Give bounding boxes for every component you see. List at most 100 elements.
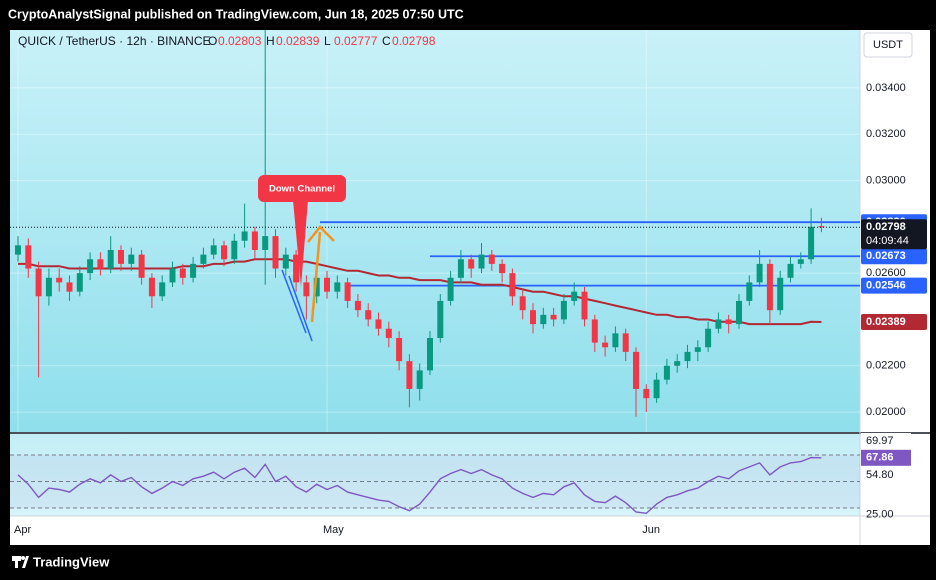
currency-box <box>863 32 913 58</box>
candle-body <box>736 300 742 325</box>
candle-body <box>385 328 392 338</box>
candle-body <box>210 245 217 255</box>
candle-body <box>272 236 279 269</box>
candle-body <box>550 314 557 320</box>
ohlc-value: 0.02803 <box>218 34 262 48</box>
candle-body <box>519 296 526 311</box>
price-pane <box>10 30 860 432</box>
candle-body <box>76 273 83 292</box>
candle-body <box>509 273 516 297</box>
candle-body <box>725 319 732 325</box>
candle-body <box>787 263 794 278</box>
price-plot <box>10 30 860 432</box>
candle-body <box>221 245 227 260</box>
candle-body <box>324 277 330 292</box>
y-tick-label: 0.03200 <box>866 128 906 140</box>
candle-body <box>313 277 320 297</box>
candle-body <box>715 319 722 329</box>
ohlc-letter: C <box>382 34 391 48</box>
candle-body <box>179 268 186 278</box>
candle-body <box>499 263 506 274</box>
ohlc-letter: L <box>324 34 331 48</box>
candle-body <box>15 245 21 255</box>
candle-body <box>612 333 619 348</box>
rsi-tag-label: 69.97 <box>866 435 894 447</box>
ohlc-letter: H <box>266 34 275 48</box>
candle-body <box>200 254 207 264</box>
price-tag-label: 0.02673 <box>866 250 906 262</box>
x-tick-label: Apr <box>14 524 31 536</box>
candle-body <box>97 259 104 269</box>
candle-body <box>406 361 413 389</box>
rsi-line <box>17 456 822 515</box>
candle-body <box>190 263 197 278</box>
candle-body <box>633 351 639 389</box>
ohlc-readout: O 0.02803 H 0.02839 L 0.02777 C 0.02798 <box>208 34 436 48</box>
candle-body <box>427 337 433 371</box>
rsi-tick-label: 25.00 <box>866 509 894 521</box>
candle-body <box>118 249 124 264</box>
candle-body <box>581 291 588 320</box>
candle-body <box>365 310 372 320</box>
rsi-tag <box>861 467 911 484</box>
candle-body <box>375 319 382 329</box>
symbol-title: QUICK / TetherUS · 12h · BINANCE <box>18 34 211 48</box>
candle-body <box>756 263 763 283</box>
y-tick-label: 0.02200 <box>866 360 906 372</box>
candle-body <box>468 259 475 269</box>
ohlc-value: 0.02777 <box>334 34 378 48</box>
candle-body <box>303 282 310 297</box>
candle-body <box>87 259 94 274</box>
candle-body <box>169 268 176 283</box>
countdown: 04:09:44 <box>866 235 909 247</box>
candle-body <box>705 328 712 348</box>
candle-body <box>540 314 547 325</box>
y-tick-label: 0.02000 <box>866 406 906 418</box>
candle-body <box>437 300 444 338</box>
candle-body <box>25 245 32 269</box>
candle-body <box>622 333 629 352</box>
candle-body <box>674 361 681 366</box>
candle-body <box>653 379 660 399</box>
candle-body <box>159 282 166 297</box>
candle-body <box>128 254 135 264</box>
candle-body <box>45 277 52 297</box>
candle-body <box>560 300 567 320</box>
candle-body <box>777 277 784 311</box>
candle-body <box>808 226 815 260</box>
rsi-plot <box>10 454 860 515</box>
candle-body <box>663 365 670 380</box>
ohlc-value: 0.02798 <box>392 34 436 48</box>
candle-body <box>138 254 145 278</box>
axis-tags: 0.028200.026730.025460.023890.0279804:09… <box>861 214 927 331</box>
candle-body <box>231 240 238 260</box>
price-tag-label: 0.02546 <box>866 280 906 292</box>
candle-body <box>746 282 753 301</box>
x-tick-label: Jun <box>642 524 660 536</box>
x-tick-label: May <box>323 524 344 536</box>
candle-body <box>396 337 403 362</box>
logo <box>12 556 29 568</box>
publisher: CryptoAnalystSignal published on Trading… <box>8 7 464 21</box>
price-tag <box>861 277 927 294</box>
y-tick-label: 0.03400 <box>866 82 906 94</box>
ohlc-value: 0.02839 <box>276 34 320 48</box>
candle-body <box>488 254 495 264</box>
rsi-tag <box>861 433 911 449</box>
rsi-tag <box>861 449 911 466</box>
candle-body <box>251 231 258 250</box>
ohlc-letter: O <box>208 34 217 48</box>
rsi-tag-label: 67.86 <box>866 452 894 464</box>
candle-body <box>282 254 289 269</box>
candle-body <box>766 263 773 311</box>
candle-body <box>602 342 609 348</box>
currency: USDT <box>873 39 903 51</box>
candle-body <box>694 347 701 352</box>
candle-body <box>148 277 155 297</box>
candle-body <box>107 249 114 269</box>
candle-body <box>334 282 341 292</box>
price-tag <box>861 219 927 250</box>
candle-body <box>66 282 73 292</box>
price-tag <box>861 314 927 331</box>
